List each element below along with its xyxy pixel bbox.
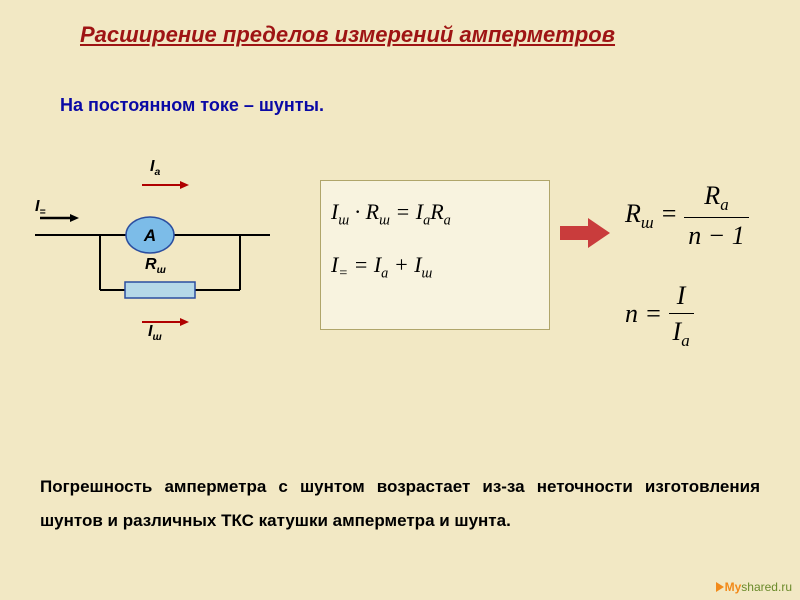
- watermark: Мyshared.ru: [716, 580, 792, 594]
- arrow-i-eq-head: [70, 214, 79, 222]
- eq2-lhs-sub: =: [338, 265, 348, 281]
- eq1-R1: R: [366, 199, 379, 224]
- label-rsh-sub: ш: [157, 265, 166, 276]
- eq2-Ishsub: ш: [422, 265, 433, 281]
- label-rsh-main: R: [145, 256, 157, 273]
- formula-box: Iш · Rш = IaRa I= = Ia + Iш: [320, 180, 550, 330]
- eq1-I1sub: ш: [338, 212, 349, 228]
- watermark-ru: .ru: [778, 580, 792, 594]
- watermark-shared: shared: [741, 580, 778, 594]
- res1-den: n − 1: [684, 218, 749, 251]
- res1-num-sub: a: [720, 195, 728, 214]
- label-ia: Ia: [150, 158, 160, 178]
- circuit-diagram: A I= Ia Rш I: [30, 160, 290, 360]
- res1-lhs-sub: ш: [641, 213, 654, 232]
- arrow-ish-head: [180, 318, 189, 326]
- res1-num: Ra: [684, 180, 749, 218]
- eq1-I2: I: [416, 199, 423, 224]
- res1-num-R: R: [704, 181, 720, 210]
- big-arrow-shape: [560, 218, 610, 248]
- slide: Расширение пределов измерений амперметро…: [0, 0, 800, 600]
- label-ish: Iш: [148, 323, 162, 343]
- eq1-R1sub: ш: [379, 212, 390, 228]
- res1-frac: Ra n − 1: [684, 180, 749, 252]
- play-icon: [716, 582, 724, 592]
- implication-arrow: [560, 218, 610, 248]
- eq2-Iasub: a: [381, 265, 388, 281]
- res2-den-sub: a: [681, 331, 689, 350]
- res2-den: Ia: [669, 314, 694, 351]
- res2-lhs: n: [625, 298, 638, 327]
- eq1-R2sub: a: [444, 212, 451, 228]
- label-ia-sub: a: [154, 167, 160, 178]
- result-eq-2: n = I Ia: [625, 280, 785, 352]
- bottom-paragraph: Погрешность амперметра с шунтом возраста…: [40, 470, 760, 538]
- slide-subtitle: На постоянном токе – шунты.: [60, 95, 324, 116]
- watermark-my: Мy: [725, 580, 742, 594]
- label-ish-sub: ш: [152, 332, 161, 343]
- equation-2: I= = Ia + Iш: [331, 252, 539, 283]
- big-arrow-svg: [560, 218, 610, 248]
- eq2-Ish: I: [414, 252, 421, 277]
- shunt-body: [125, 282, 195, 298]
- res2-frac: I Ia: [669, 280, 694, 352]
- res2-den-I: I: [673, 317, 682, 346]
- equation-1: Iш · Rш = IaRa: [331, 199, 539, 230]
- slide-title: Расширение пределов измерений амперметро…: [80, 22, 615, 48]
- result-eq-1: Rш = Ra n − 1: [625, 180, 785, 252]
- res2-num: I: [669, 280, 694, 314]
- arrow-ia-head: [180, 181, 189, 189]
- label-rsh: Rш: [145, 256, 166, 276]
- ammeter-label: A: [143, 226, 156, 245]
- label-i-eq-sub: =: [39, 207, 45, 218]
- result-formulas: Rш = Ra n − 1 n = I Ia: [625, 180, 785, 351]
- eq1-R2: R: [430, 199, 443, 224]
- label-i-eq: I=: [35, 198, 46, 218]
- res1-lhs: R: [625, 199, 641, 228]
